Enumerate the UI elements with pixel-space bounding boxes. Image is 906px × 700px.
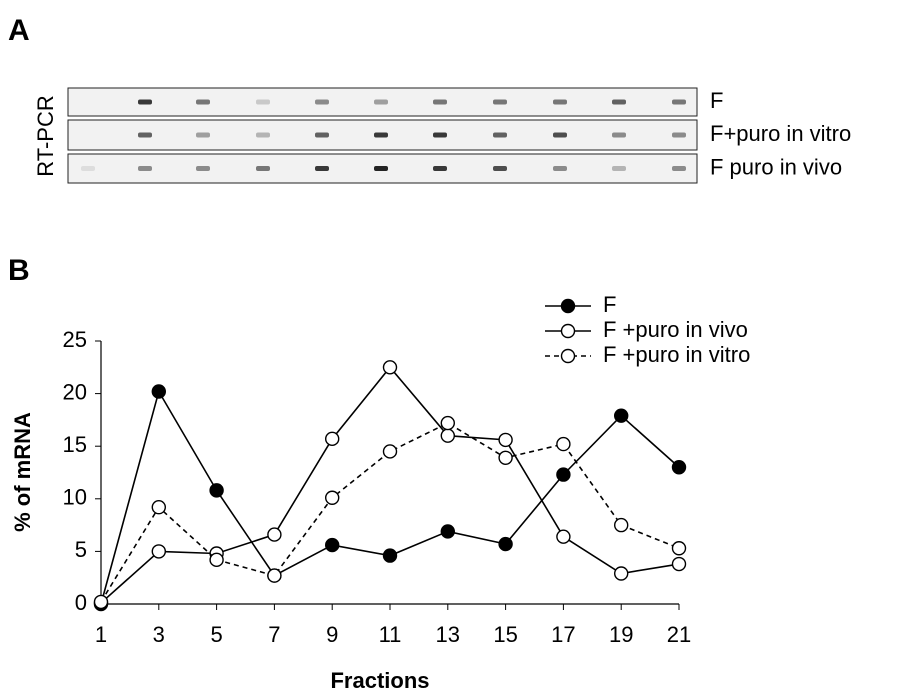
data-point — [267, 527, 282, 542]
x-tick-label: 17 — [551, 622, 575, 647]
gel-band — [138, 99, 152, 105]
panel-label: B — [8, 254, 30, 287]
gel-band — [315, 99, 329, 105]
x-tick-label: 15 — [493, 622, 517, 647]
x-tick-label: 9 — [326, 622, 338, 647]
y-tick-label: 20 — [63, 379, 87, 404]
data-point — [209, 552, 224, 568]
data-point — [151, 384, 167, 399]
gel-band — [315, 166, 329, 171]
data-point — [556, 467, 571, 482]
gel-lane-label: F puro in vivo — [710, 154, 842, 179]
data-point — [382, 444, 398, 459]
legend-marker — [560, 323, 576, 339]
data-point — [498, 450, 513, 465]
gel — [67, 87, 698, 184]
gel-band — [553, 132, 567, 138]
x-tick-label: 5 — [210, 622, 222, 647]
gel-band — [493, 99, 507, 105]
gel-lane-row — [67, 87, 698, 117]
y-tick-label: 10 — [63, 485, 87, 510]
data-point — [325, 537, 340, 553]
x-tick-label: 7 — [268, 622, 280, 647]
data-point — [614, 517, 629, 533]
gel-band — [493, 132, 507, 138]
data-point — [671, 556, 687, 572]
data-point — [151, 544, 167, 559]
series-line — [100, 422, 680, 603]
x-tick-label: 13 — [436, 622, 460, 647]
gel-band — [138, 132, 152, 138]
x-tick-label: 1 — [95, 622, 107, 647]
data-point — [614, 408, 629, 423]
data-point — [671, 541, 687, 556]
gel-band — [553, 99, 567, 105]
gel-band — [612, 166, 626, 171]
gel-band — [374, 132, 388, 138]
gel-band — [315, 132, 329, 138]
gel-band — [433, 132, 447, 138]
y-axis-label: % of mRNA — [10, 412, 35, 532]
y-tick-label: 25 — [63, 327, 87, 352]
data-point — [151, 500, 167, 515]
y-tick-label: 15 — [63, 432, 87, 457]
data-point — [93, 594, 109, 610]
legend-marker — [560, 348, 576, 364]
gel-band — [196, 166, 210, 171]
data-point — [209, 483, 224, 498]
gel-band — [672, 99, 686, 105]
gel-band — [612, 99, 626, 105]
gel-band — [553, 166, 567, 171]
data-point — [556, 529, 571, 544]
gel-band — [612, 132, 626, 138]
data-point — [498, 536, 513, 552]
gel-band — [672, 166, 686, 171]
gel-band — [433, 99, 447, 105]
legend-label: F +puro in vitro — [603, 342, 750, 367]
gel-band — [433, 166, 447, 171]
gel-lane-label: F — [710, 88, 723, 113]
data-point — [498, 432, 513, 448]
gel-band — [256, 132, 270, 138]
data-point — [440, 428, 455, 443]
legend-marker — [560, 298, 576, 314]
gel-band — [256, 99, 270, 105]
gel-side-label: RT-PCR — [33, 95, 58, 177]
gel-band — [196, 99, 210, 105]
gel-band — [374, 166, 388, 171]
data-point — [325, 431, 340, 447]
gel-band — [672, 132, 686, 138]
gel-band — [81, 166, 95, 171]
gel-lane-label: F+puro in vitro — [710, 121, 851, 146]
panel-label: A — [8, 14, 30, 47]
gel-band — [196, 132, 210, 138]
data-point — [267, 568, 282, 583]
data-point — [325, 490, 340, 505]
data-point — [556, 436, 571, 452]
data-point — [671, 460, 687, 475]
gel-band — [138, 166, 152, 171]
x-tick-label: 11 — [379, 622, 402, 647]
legend-label: F — [603, 292, 616, 317]
legend-label: F +puro in vivo — [603, 317, 748, 342]
x-axis-label: Fractions — [330, 668, 429, 693]
x-tick-label: 21 — [667, 622, 691, 647]
data-point — [382, 360, 398, 375]
gel-band — [493, 166, 507, 171]
x-tick-label: 19 — [609, 622, 633, 647]
data-point — [440, 415, 455, 431]
y-tick-label: 0 — [75, 590, 87, 615]
y-tick-label: 5 — [75, 537, 87, 562]
gel-band — [256, 166, 270, 171]
data-point — [614, 566, 629, 581]
data-point — [440, 524, 455, 539]
x-tick-label: 3 — [153, 622, 165, 647]
gel-band — [374, 99, 388, 105]
series-line — [100, 389, 680, 605]
data-point — [382, 548, 398, 563]
